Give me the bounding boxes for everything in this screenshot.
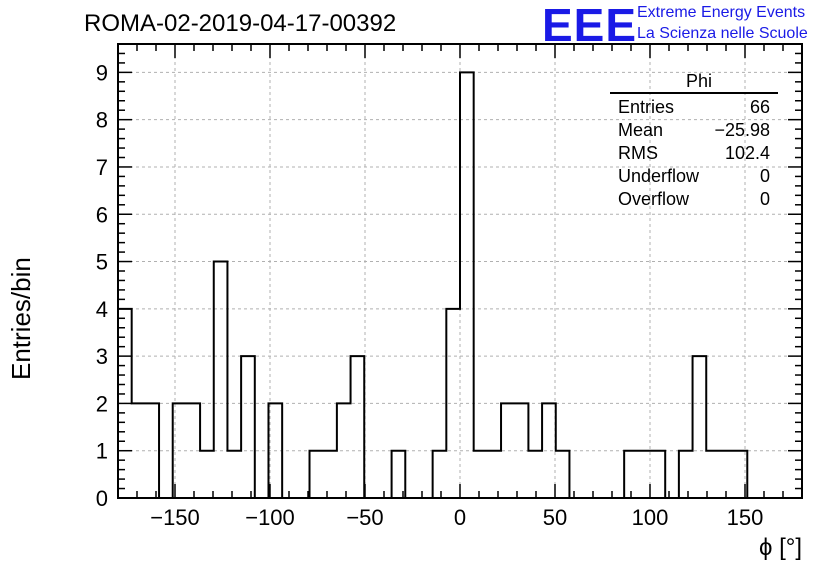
- stats-value: 0: [759, 189, 770, 209]
- histogram-bin: [706, 451, 720, 498]
- x-tick-label: −50: [346, 505, 383, 530]
- histogram-bin: [323, 451, 337, 498]
- histogram-bin: [310, 451, 324, 498]
- eee-logo: EEE: [542, 0, 638, 51]
- stats-value: 66: [749, 97, 770, 117]
- stats-value: 0: [759, 166, 770, 186]
- axis-tick-labels: −150 −100 −50 0 50 100 150 0 1 2 3 4 5 6 7 8 9: [96, 60, 764, 530]
- y-tick-label: 0: [96, 486, 108, 511]
- histogram-bin: [227, 451, 241, 498]
- logo-line-2: La Scienza nelle Scuole: [637, 25, 808, 42]
- histogram-bin: [351, 356, 365, 498]
- histogram-bin: [487, 451, 501, 498]
- stats-row-overflow: Overflow 0: [610, 188, 778, 211]
- histogram-bin: [624, 451, 638, 498]
- x-tick-label: 100: [632, 505, 669, 530]
- histogram-bin: [652, 451, 666, 498]
- histogram-bin: [693, 356, 707, 498]
- y-tick-label: 5: [96, 250, 108, 275]
- y-tick-label: 1: [96, 439, 108, 464]
- logo-line-1: Extreme Energy Events: [637, 4, 806, 21]
- x-tick-label: −100: [245, 505, 295, 530]
- x-tick-label: 50: [543, 505, 567, 530]
- histogram-bin: [556, 451, 570, 498]
- stats-label: Entries: [618, 97, 675, 117]
- stats-value: 102.4: [724, 143, 770, 163]
- y-tick-label: 6: [96, 202, 108, 227]
- histogram-bin: [460, 72, 474, 498]
- y-tick-label: 8: [96, 108, 108, 133]
- y-tick-label: 7: [96, 155, 108, 180]
- y-tick-label: 2: [96, 391, 108, 416]
- x-axis-label: ϕ [°]: [758, 534, 802, 561]
- stats-label: Mean: [618, 120, 664, 140]
- axis-ticks: [118, 43, 802, 499]
- x-tick-label: 0: [454, 505, 466, 530]
- histogram-bin: [474, 451, 488, 498]
- chart-title: ROMA-02-2019-04-17-00392: [84, 10, 397, 37]
- x-tick-label: −150: [150, 505, 200, 530]
- stats-box: Phi Entries 66 Mean −25.98 RMS 102.4 Und…: [610, 70, 778, 211]
- histogram-bin: [679, 451, 693, 498]
- histogram-bin: [528, 451, 542, 498]
- y-tick-label: 4: [96, 297, 108, 322]
- stats-row-underflow: Underflow 0: [610, 165, 778, 188]
- histogram-bin: [214, 262, 228, 498]
- stats-label: RMS: [618, 143, 658, 163]
- histogram-bin: [241, 356, 255, 498]
- stats-row-rms: RMS 102.4: [610, 142, 778, 165]
- stats-value: −25.98: [714, 120, 770, 140]
- stats-row-entries: Entries 66: [610, 96, 778, 119]
- histogram-bin: [433, 451, 447, 498]
- histogram-bin: [392, 451, 406, 498]
- stats-box-title: Phi: [610, 70, 778, 94]
- y-tick-label: 9: [96, 60, 108, 85]
- x-tick-label: 150: [727, 505, 764, 530]
- stats-row-mean: Mean −25.98: [610, 119, 778, 142]
- stats-label: Underflow: [618, 166, 700, 186]
- histogram-bin: [720, 451, 734, 498]
- histogram-bin: [200, 451, 214, 498]
- y-tick-label: 3: [96, 344, 108, 369]
- stats-label: Overflow: [618, 189, 690, 209]
